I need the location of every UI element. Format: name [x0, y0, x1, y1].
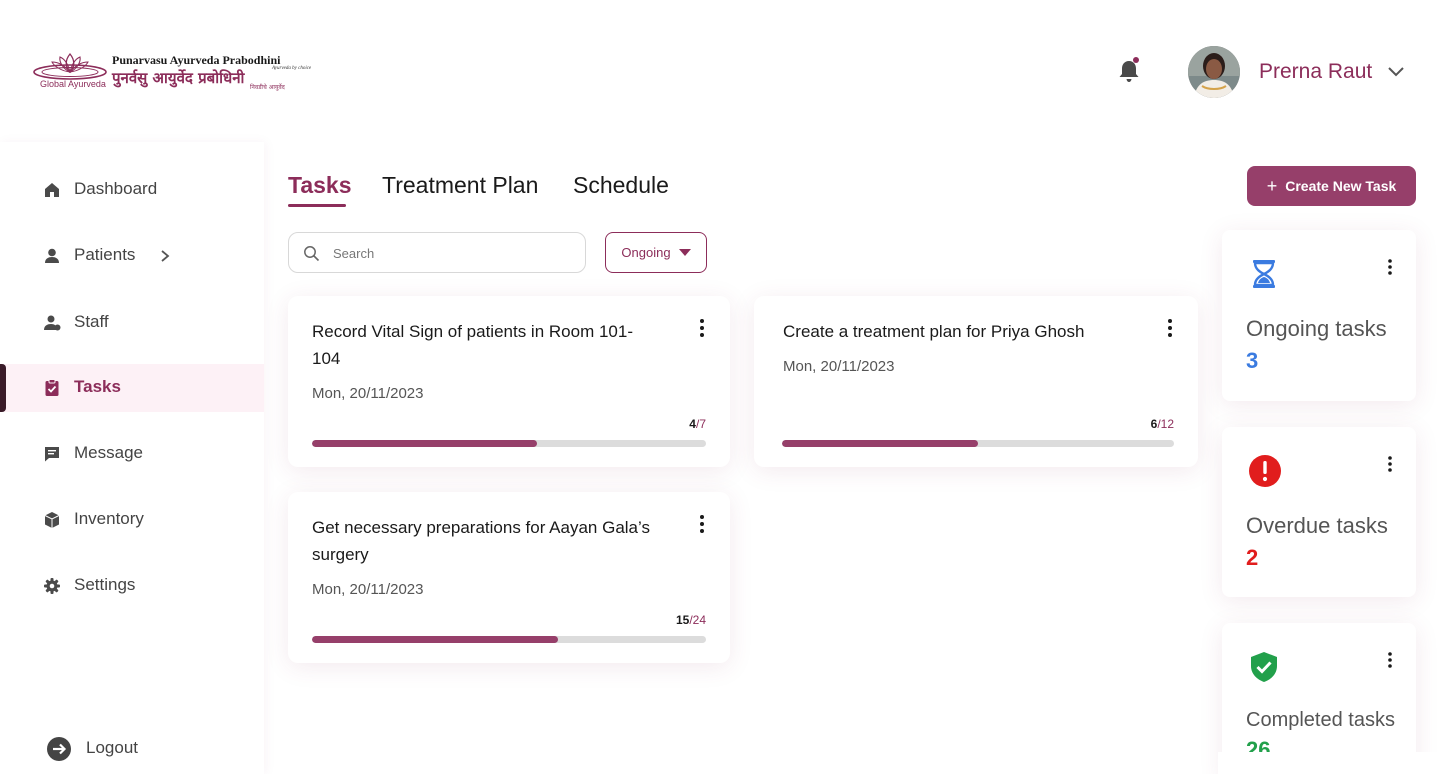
plus-icon: +	[1266, 176, 1278, 196]
task-date: Mon, 20/11/2023	[312, 581, 424, 598]
more-options-icon[interactable]	[698, 514, 706, 534]
stat-card-overdue[interactable]: Overdue tasks 2	[1222, 427, 1416, 597]
search-input[interactable]	[333, 241, 573, 265]
sidebar-item-settings[interactable]: Settings	[0, 562, 264, 610]
task-progress-bar	[312, 440, 706, 447]
search-icon	[304, 246, 320, 262]
active-tab-indicator	[288, 204, 346, 207]
user-name[interactable]: Prerna Raut	[1259, 60, 1373, 83]
caret-down-icon	[678, 249, 691, 256]
stat-value: 2	[1246, 545, 1259, 570]
task-progress-fill	[312, 440, 538, 447]
task-progress-fill	[312, 636, 559, 643]
clipboard-check-icon	[45, 379, 59, 396]
stat-label: Completed tasks	[1246, 709, 1395, 731]
brand-tagline: Ayurveda by choice	[272, 66, 312, 71]
user-icon	[45, 248, 59, 263]
task-title: Get necessary preparations for Aayan Gal…	[312, 518, 650, 564]
sidebar-item-label: Inventory	[74, 509, 144, 528]
gear-icon	[44, 578, 60, 594]
status-filter-dropdown[interactable]: Ongoing	[605, 232, 707, 273]
more-options-icon[interactable]	[1386, 455, 1394, 473]
sidebar-item-inventory[interactable]: Inventory	[0, 496, 264, 544]
brand-logo[interactable]: Global Ayurveda Punarvasu Ayurveda Prabo…	[32, 50, 322, 94]
create-new-task-button[interactable]: + Create New Task	[1247, 166, 1416, 206]
sidebar-item-label: Staff	[74, 312, 109, 331]
task-card[interactable]: Record Vital Sign of patients in Room 10…	[288, 296, 730, 467]
task-title: Create a treatment plan for Priya Ghosh	[783, 322, 1085, 341]
task-progress-count: 6/12	[1151, 417, 1174, 431]
shield-check-icon	[1251, 652, 1277, 682]
more-options-icon[interactable]	[1386, 258, 1394, 276]
tab-tasks[interactable]: Tasks	[288, 172, 352, 198]
alert-icon	[1249, 455, 1281, 487]
logout-icon	[47, 737, 71, 761]
task-progress-count: 4/7	[689, 417, 706, 431]
more-options-icon[interactable]	[1166, 318, 1174, 338]
sidebar-item-dashboard[interactable]: Dashboard	[0, 166, 264, 214]
box-icon	[44, 512, 60, 528]
message-icon	[45, 447, 59, 462]
home-icon	[45, 183, 59, 197]
sidebar-item-staff[interactable]: Staff	[0, 299, 264, 347]
sidebar-item-patients[interactable]: Patients	[0, 232, 264, 280]
brand-name-hindi: पुनर्वसु आयुर्वेद प्रबोधिनी	[112, 69, 245, 87]
sidebar-item-label: Dashboard	[74, 179, 158, 198]
sidebar-item-tasks[interactable]: Tasks	[0, 364, 264, 412]
tab-schedule[interactable]: Schedule	[573, 172, 669, 198]
stat-card-completed[interactable]: Completed tasks 26	[1222, 623, 1416, 774]
task-done-count: 15	[675, 613, 690, 627]
tab-treatment-plan[interactable]: Treatment Plan	[382, 172, 539, 198]
stat-card-ongoing[interactable]: Ongoing tasks 3	[1222, 230, 1416, 401]
more-options-icon[interactable]	[698, 318, 706, 338]
task-date: Mon, 20/11/2023	[783, 358, 895, 375]
sidebar-item-label: Message	[74, 443, 143, 462]
more-options-icon[interactable]	[1386, 651, 1394, 669]
create-new-task-label: Create New Task	[1285, 178, 1397, 194]
task-total-count: /24	[689, 613, 706, 627]
brand-name-english: Punarvasu Ayurveda Prabodhini	[112, 53, 281, 67]
task-progress-bar	[312, 636, 706, 643]
sidebar-item-message[interactable]: Message	[0, 430, 264, 478]
chevron-down-icon[interactable]	[1386, 62, 1406, 80]
unread-dot	[1133, 57, 1139, 63]
stat-label: Overdue tasks	[1246, 513, 1388, 538]
search-box	[288, 232, 586, 273]
task-progress-count: 15/24	[676, 613, 706, 627]
sidebar	[0, 142, 264, 774]
task-done-count: 6	[1150, 417, 1158, 431]
logout-button[interactable]: Logout	[0, 724, 264, 772]
task-card[interactable]: Create a treatment plan for Priya Ghosh …	[754, 296, 1198, 467]
task-card[interactable]: Get necessary preparations for Aayan Gal…	[288, 492, 730, 663]
viewport-clip	[1218, 752, 1440, 774]
logout-label: Logout	[86, 738, 138, 757]
stat-label: Ongoing tasks	[1246, 316, 1387, 341]
chevron-right-icon[interactable]	[158, 248, 172, 264]
top-header: Global Ayurveda Punarvasu Ayurveda Prabo…	[0, 0, 1440, 142]
stat-value: 3	[1246, 348, 1259, 373]
task-done-count: 4	[689, 417, 696, 431]
staff-icon	[44, 315, 61, 331]
task-progress-fill	[782, 440, 978, 447]
sidebar-item-label: Tasks	[74, 377, 121, 396]
lotus-logo-icon	[33, 52, 107, 80]
task-total-count: /7	[695, 417, 706, 431]
task-total-count: /12	[1157, 417, 1174, 431]
status-filter-value: Ongoing	[621, 245, 671, 260]
brand-subtitle-hindi: निवडीचे आयुर्वेद	[250, 84, 285, 91]
task-title: Record Vital Sign of patients in Room 10…	[312, 322, 633, 368]
task-date: Mon, 20/11/2023	[312, 385, 424, 402]
logo-caption: Global Ayurveda	[40, 79, 106, 89]
task-progress-bar	[782, 440, 1174, 447]
hourglass-icon	[1253, 260, 1275, 288]
sidebar-item-label: Settings	[74, 575, 136, 594]
bell-icon[interactable]	[1116, 56, 1142, 84]
sidebar-item-label: Patients	[74, 245, 136, 264]
user-avatar[interactable]	[1188, 46, 1240, 98]
